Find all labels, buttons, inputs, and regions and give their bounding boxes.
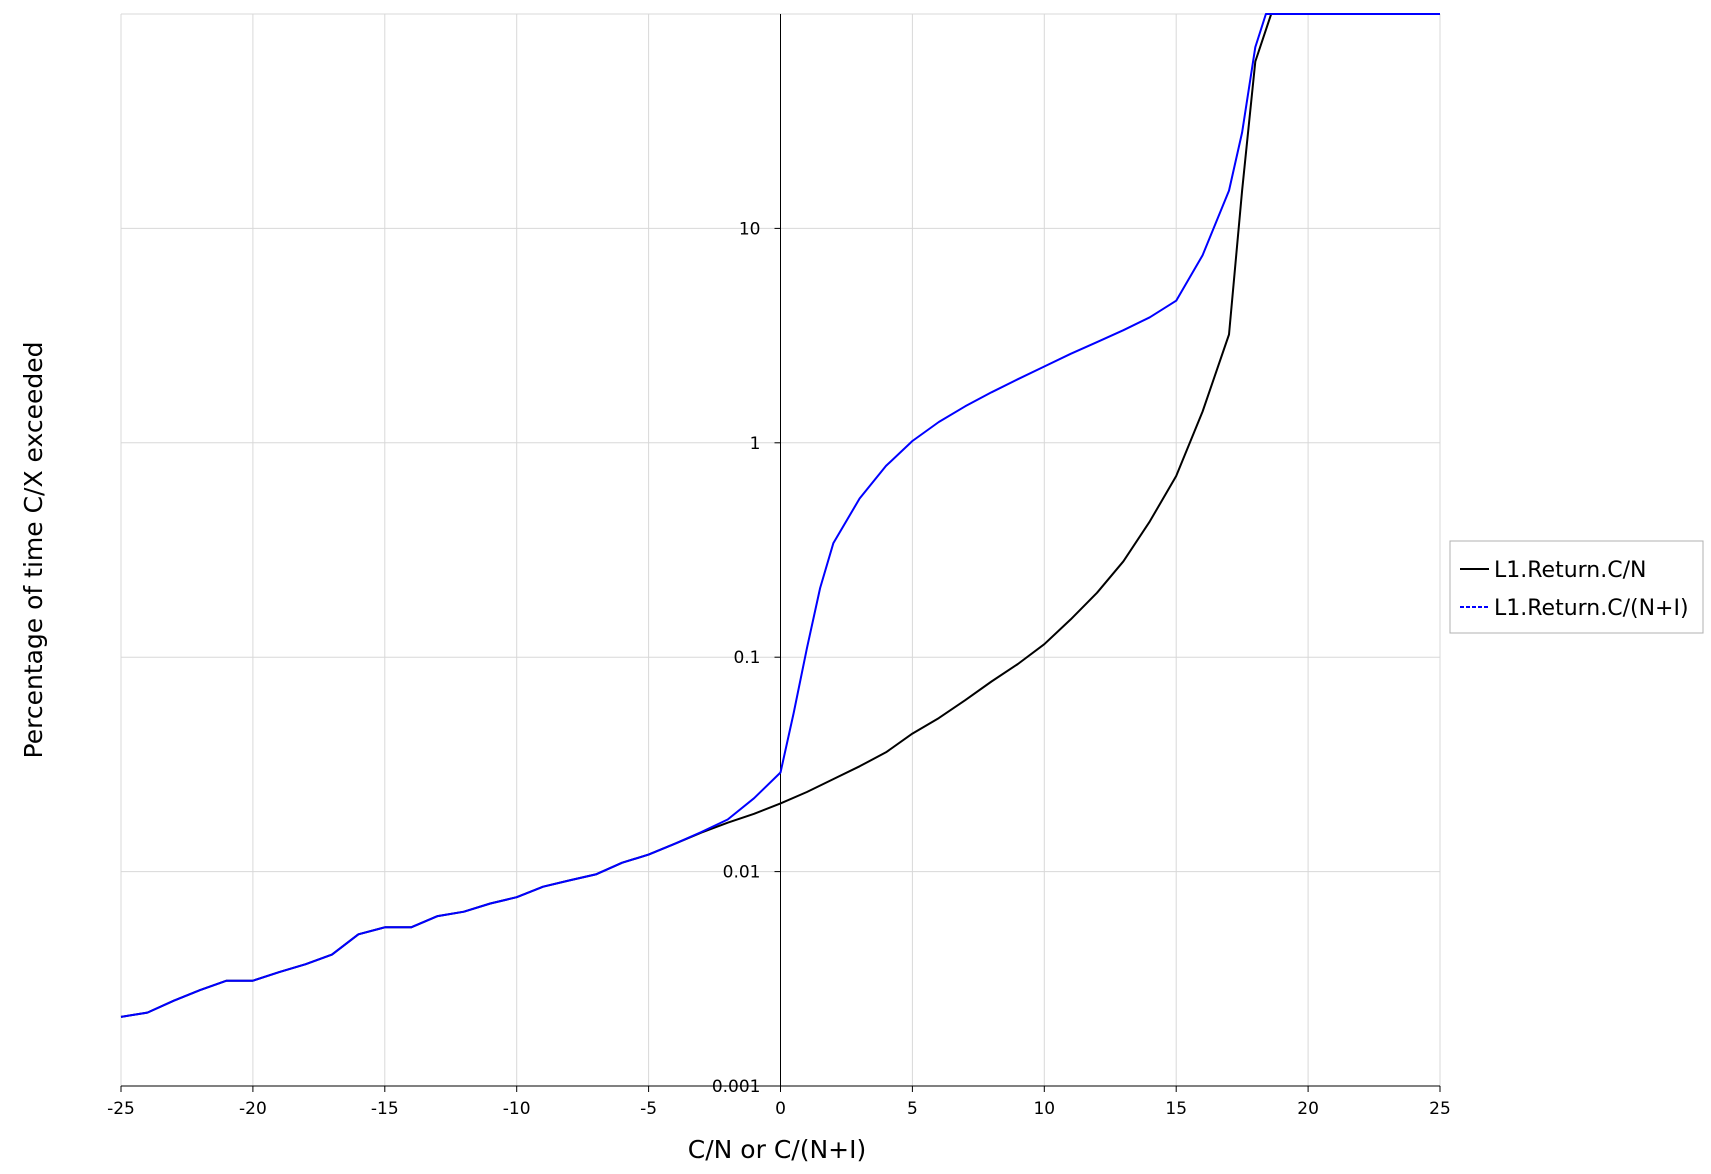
x-tick-label: 25 [1429, 1099, 1451, 1119]
y-tick-label: 0.1 [733, 648, 760, 668]
series-line-cni [120, 13, 1440, 1018]
y-tick-label: 10 [739, 219, 761, 239]
axes [120, 14, 1441, 1092]
legend-label-cn: L1.Return.C/N [1494, 558, 1646, 583]
x-tick-label: -20 [239, 1099, 267, 1119]
x-tick-label: 20 [1297, 1099, 1319, 1119]
x-tick-label: -10 [503, 1099, 531, 1119]
x-tick-label: 5 [907, 1099, 918, 1119]
legend-label-cni: L1.Return.C/(N+I) [1494, 596, 1689, 621]
x-tick-label: -15 [371, 1099, 399, 1119]
legend-box [1449, 540, 1704, 634]
y-axis-title: Percentage of time C/X exceeded [19, 342, 48, 759]
x-tick-label: 0 [775, 1099, 786, 1119]
x-tick-label: -25 [107, 1099, 135, 1119]
legend: L1.Return.C/N L1.Return.C/(N+I) [1449, 540, 1704, 634]
tick-labels: -25 -20 -15 -10 -5 0 5 10 15 20 25 0.001 0.01 0.1 1 10 [107, 219, 1451, 1119]
y-tick-label: 1 [750, 434, 761, 454]
x-tick-label: 10 [1033, 1099, 1055, 1119]
x-axis-title: C/N or C/(N+I) [688, 1135, 866, 1164]
x-tick-label: -5 [640, 1099, 657, 1119]
plot-area [120, 13, 1440, 1018]
x-tick-label: 15 [1165, 1099, 1187, 1119]
y-tick-label: 0.001 [712, 1077, 761, 1097]
y-tick-label: 0.01 [723, 863, 761, 883]
